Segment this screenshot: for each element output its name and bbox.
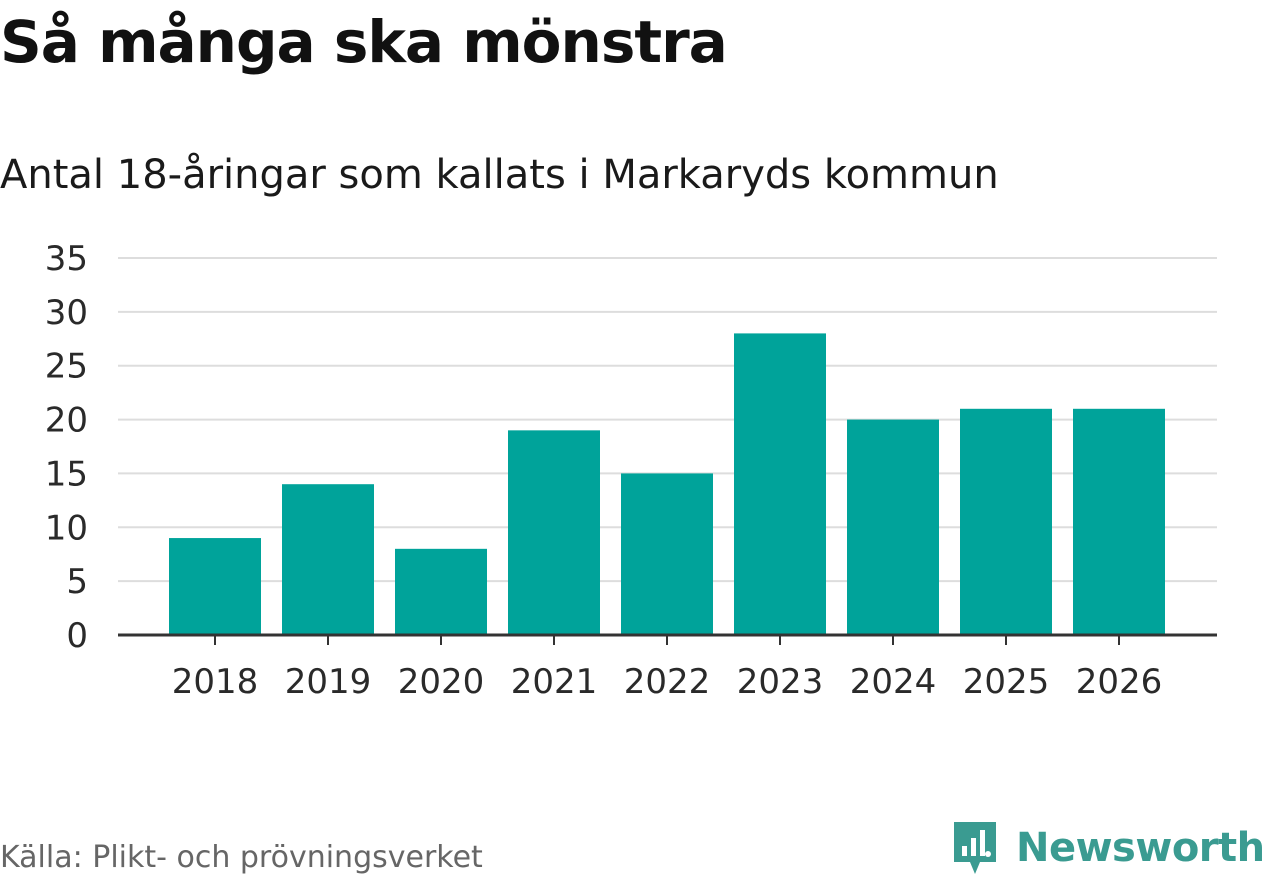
x-tick-label: 2025 xyxy=(963,662,1050,702)
x-tick-label: 2022 xyxy=(624,662,711,702)
x-tick-label: 2023 xyxy=(737,662,824,702)
x-tick-label: 2018 xyxy=(172,662,259,702)
bar xyxy=(847,419,939,635)
brand-logo: Newsworthy xyxy=(950,818,1262,878)
y-tick-label: 5 xyxy=(66,562,88,602)
bar xyxy=(169,538,261,635)
y-tick-label: 25 xyxy=(45,347,88,387)
chart-title: Så många ska mönstra xyxy=(0,8,728,76)
y-tick-label: 30 xyxy=(45,293,88,333)
bar xyxy=(282,484,374,635)
y-tick-label: 0 xyxy=(66,616,88,656)
y-tick-label: 35 xyxy=(45,239,88,279)
bar xyxy=(621,473,713,635)
x-tick-label: 2021 xyxy=(511,662,598,702)
brand-name: Newsworthy xyxy=(1016,825,1262,871)
bar xyxy=(1073,408,1165,635)
bar xyxy=(960,408,1052,635)
bar xyxy=(734,333,826,635)
y-tick-label: 15 xyxy=(45,454,88,494)
x-tick-label: 2020 xyxy=(398,662,485,702)
chart-subtitle: Antal 18-åringar som kallats i Markaryds… xyxy=(0,152,999,198)
x-tick-label: 2019 xyxy=(285,662,372,702)
x-tick-label: 2026 xyxy=(1076,662,1163,702)
newsworthy-logo-icon xyxy=(954,822,996,874)
bar xyxy=(395,548,487,635)
bar xyxy=(508,430,600,635)
y-tick-label: 20 xyxy=(45,401,88,441)
y-tick-label: 10 xyxy=(45,508,88,548)
x-tick-label: 2024 xyxy=(850,662,937,702)
source-note: Källa: Plikt- och prövningsverket xyxy=(0,840,483,875)
